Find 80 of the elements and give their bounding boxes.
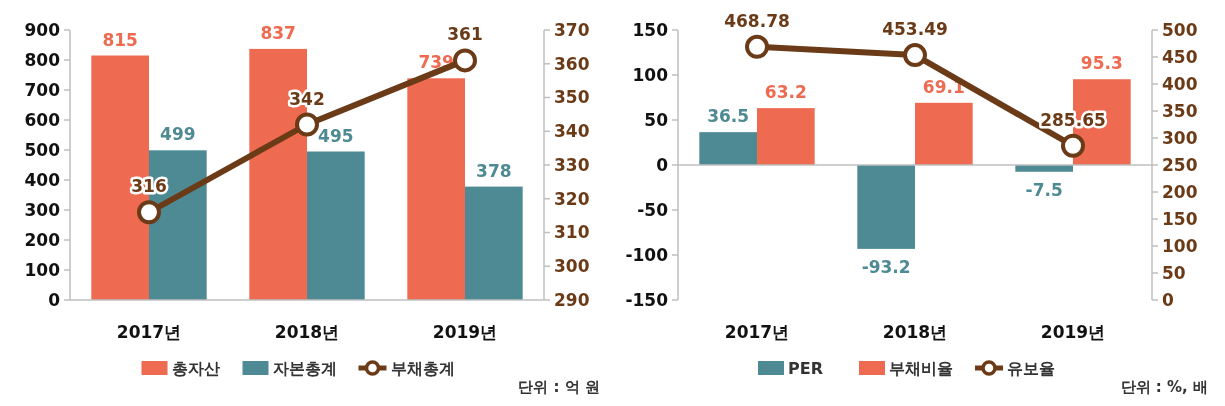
y2-tick-label: 330 xyxy=(554,154,590,175)
bar xyxy=(699,132,757,165)
y2-tick-label: 370 xyxy=(554,19,590,40)
y2-tick-label: 290 xyxy=(554,289,590,310)
y2-tick-label: 500 xyxy=(1162,19,1198,40)
y-tick-label: 100 xyxy=(24,259,61,280)
point xyxy=(295,112,319,137)
x-tick-label: 2019년 xyxy=(432,322,498,342)
bar xyxy=(465,186,523,300)
y-tick-label: 600 xyxy=(24,109,61,130)
y-tick-label: 800 xyxy=(24,49,61,70)
bar xyxy=(757,108,815,165)
x-tick-label: 2017년 xyxy=(116,322,182,342)
data-label: 95.3 xyxy=(1080,53,1123,74)
bar xyxy=(915,102,973,165)
y2-tick-label: 400 xyxy=(1162,73,1198,94)
y-tick-label: 0 xyxy=(48,289,61,310)
bar xyxy=(857,165,915,249)
y-tick-label: -50 xyxy=(637,199,669,220)
y-tick-label: -150 xyxy=(625,289,669,310)
y2-tick-label: 200 xyxy=(1162,181,1198,202)
legend-label: 부채비율 xyxy=(889,358,953,378)
y2-tick-label: 320 xyxy=(554,188,590,209)
data-label: 316 xyxy=(131,176,167,197)
y-tick-label: 0 xyxy=(656,154,669,175)
y-tick-label: -100 xyxy=(625,244,669,265)
y-tick-label: 150 xyxy=(632,19,669,40)
point xyxy=(137,200,161,225)
data-label: 495 xyxy=(318,125,354,146)
y2-tick-label: 450 xyxy=(1162,46,1198,67)
data-label: 285.65 xyxy=(1040,109,1106,130)
y-tick-label: 50 xyxy=(644,109,669,130)
legend-label: 유보율 xyxy=(1007,358,1055,378)
data-label: -7.5 xyxy=(1025,179,1063,200)
data-label: -93.2 xyxy=(861,256,911,277)
y2-tick-label: 350 xyxy=(1162,100,1198,121)
y2-tick-label: 340 xyxy=(554,121,590,142)
data-label: 837 xyxy=(260,22,296,43)
y2-tick-label: 50 xyxy=(1162,262,1186,283)
y-tick-label: 900 xyxy=(24,19,61,40)
x-tick-label: 2018년 xyxy=(882,322,948,342)
data-label: 36.5 xyxy=(707,106,750,127)
data-label: 499 xyxy=(160,124,196,145)
y2-tick-label: 300 xyxy=(1162,127,1198,148)
y2-tick-label: 300 xyxy=(554,256,590,277)
y2-tick-label: 0 xyxy=(1162,289,1174,310)
y-tick-label: 500 xyxy=(24,139,61,160)
data-label: 63.2 xyxy=(764,82,807,103)
legend-label: 자본총계 xyxy=(272,358,337,378)
bar xyxy=(407,78,465,300)
data-label: 342 xyxy=(289,88,325,109)
y-tick-label: 700 xyxy=(24,79,61,100)
legend-label: 총자산 xyxy=(171,358,220,378)
y2-tick-label: 360 xyxy=(554,53,590,74)
y-tick-label: 200 xyxy=(24,229,61,250)
x-tick-label: 2017년 xyxy=(724,322,790,342)
x-tick-label: 2018년 xyxy=(274,322,340,342)
legend-label: PER xyxy=(788,358,823,378)
y2-tick-label: 100 xyxy=(1162,235,1198,256)
legend-label: 부채총계 xyxy=(390,358,455,378)
text: 단위 : %, 배 xyxy=(1120,378,1208,396)
bar xyxy=(307,151,365,300)
point xyxy=(745,34,769,59)
data-label: 378 xyxy=(476,160,512,181)
point xyxy=(1061,133,1085,158)
text: 단위 : 억 원 xyxy=(518,378,600,396)
data-label: 815 xyxy=(102,29,138,50)
point xyxy=(453,48,477,73)
y-tick-label: 100 xyxy=(632,64,669,85)
y-tick-label: 400 xyxy=(24,169,61,190)
data-label: 361 xyxy=(447,24,483,45)
y-tick-label: 300 xyxy=(24,199,61,220)
y2-tick-label: 310 xyxy=(554,222,590,243)
data-label: 453.49 xyxy=(882,19,948,40)
point xyxy=(903,43,927,68)
x-tick-label: 2019년 xyxy=(1040,322,1106,342)
data-label: 468.78 xyxy=(724,10,790,31)
y2-tick-label: 150 xyxy=(1162,208,1198,229)
y2-tick-label: 350 xyxy=(554,87,590,108)
y2-tick-label: 250 xyxy=(1162,154,1198,175)
